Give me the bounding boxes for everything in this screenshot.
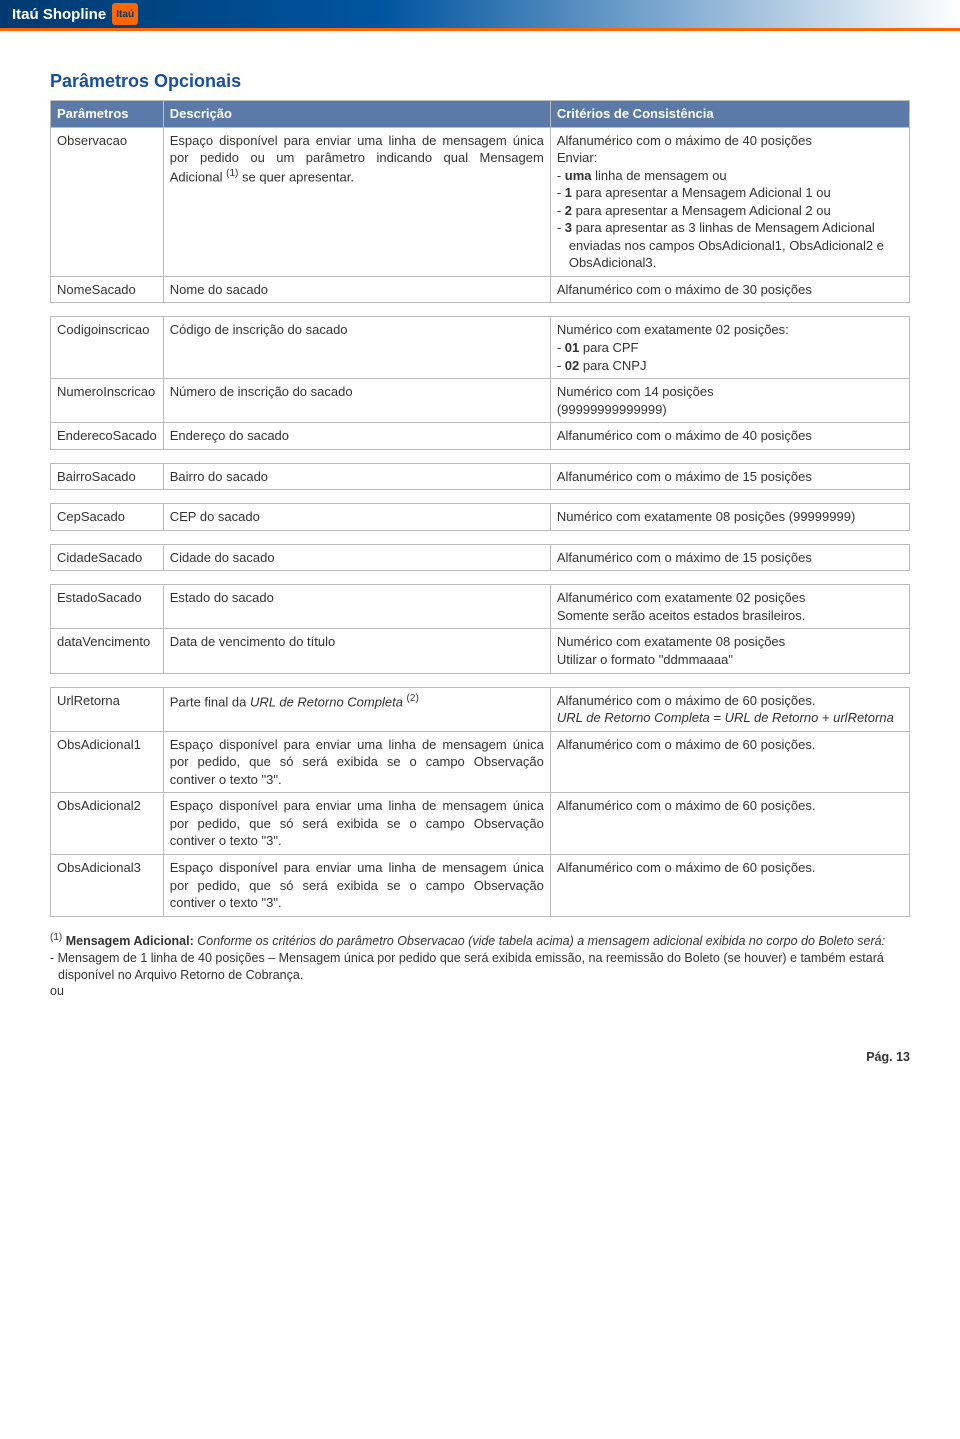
cell-param: NomeSacado bbox=[51, 276, 164, 303]
table-row: CidadeSacadoCidade do sacadoAlfanumérico… bbox=[51, 544, 910, 571]
table-body: ObservacaoEspaço disponível para enviar … bbox=[51, 127, 910, 916]
table-row: dataVencimentoData de vencimento do títu… bbox=[51, 629, 910, 673]
cell-param: UrlRetorna bbox=[51, 687, 164, 731]
cell-crit: Numérico com 14 posições(99999999999999) bbox=[550, 379, 909, 423]
table-gap-row bbox=[51, 673, 910, 687]
footnote-lead: Mensagem Adicional: bbox=[62, 934, 197, 948]
table-gap-row bbox=[51, 530, 910, 544]
cell-param: ObsAdicional2 bbox=[51, 793, 164, 855]
cell-desc: Espaço disponível para enviar uma linha … bbox=[163, 854, 550, 916]
cell-crit: Alfanumérico com o máximo de 60 posições… bbox=[550, 731, 909, 793]
cell-param: EstadoSacado bbox=[51, 585, 164, 629]
cell-desc: Cidade do sacado bbox=[163, 544, 550, 571]
cell-crit: Alfanumérico com o máximo de 40 posições bbox=[550, 423, 909, 450]
brand-logo: Itaú bbox=[112, 3, 138, 25]
cell-crit: Alfanumérico com exatamente 02 posiçõesS… bbox=[550, 585, 909, 629]
cell-desc: Espaço disponível para enviar uma linha … bbox=[163, 127, 550, 276]
table-gap-row bbox=[51, 571, 910, 585]
cell-param: ObsAdicional1 bbox=[51, 731, 164, 793]
table-header-row: Parâmetros Descrição Critérios de Consis… bbox=[51, 101, 910, 128]
section-title: Parâmetros Opcionais bbox=[50, 71, 910, 92]
cell-param: NumeroInscricao bbox=[51, 379, 164, 423]
col-header-desc: Descrição bbox=[163, 101, 550, 128]
table-row: BairroSacadoBairro do sacadoAlfanumérico… bbox=[51, 463, 910, 490]
table-row: ObservacaoEspaço disponível para enviar … bbox=[51, 127, 910, 276]
table-row: UrlRetornaParte final da URL de Retorno … bbox=[51, 687, 910, 731]
footnote-line2: - Mensagem de 1 linha de 40 posições – M… bbox=[50, 950, 910, 984]
col-header-crit: Critérios de Consistência bbox=[550, 101, 909, 128]
table-row: CepSacadoCEP do sacadoNumérico com exata… bbox=[51, 504, 910, 531]
cell-desc: Espaço disponível para enviar uma linha … bbox=[163, 793, 550, 855]
cell-crit: Numérico com exatamente 08 posiçõesUtili… bbox=[550, 629, 909, 673]
table-gap-row bbox=[51, 490, 910, 504]
page-footer: Pág. 13 bbox=[0, 1020, 960, 1084]
cell-desc: Data de vencimento do título bbox=[163, 629, 550, 673]
table-gap-row bbox=[51, 303, 910, 317]
params-table: Parâmetros Descrição Critérios de Consis… bbox=[50, 100, 910, 917]
footnote-sup: (1) bbox=[50, 932, 62, 943]
table-row: EnderecoSacadoEndereço do sacadoAlfanumé… bbox=[51, 423, 910, 450]
cell-desc: Endereço do sacado bbox=[163, 423, 550, 450]
header-bar: Itaú Shopline Itaú bbox=[0, 0, 960, 28]
cell-desc: Espaço disponível para enviar uma linha … bbox=[163, 731, 550, 793]
cell-desc: Código de inscrição do sacado bbox=[163, 317, 550, 379]
cell-param: EnderecoSacado bbox=[51, 423, 164, 450]
cell-desc: Estado do sacado bbox=[163, 585, 550, 629]
page-content: Parâmetros Opcionais Parâmetros Descriçã… bbox=[0, 31, 960, 1020]
table-gap-row bbox=[51, 449, 910, 463]
cell-param: Observacao bbox=[51, 127, 164, 276]
cell-desc: Bairro do sacado bbox=[163, 463, 550, 490]
cell-param: CidadeSacado bbox=[51, 544, 164, 571]
cell-param: Codigoinscricao bbox=[51, 317, 164, 379]
cell-param: BairroSacado bbox=[51, 463, 164, 490]
table-row: NumeroInscricaoNúmero de inscrição do sa… bbox=[51, 379, 910, 423]
cell-param: CepSacado bbox=[51, 504, 164, 531]
footnote: (1) Mensagem Adicional: Conforme os crit… bbox=[50, 931, 910, 1001]
table-row: NomeSacadoNome do sacadoAlfanumérico com… bbox=[51, 276, 910, 303]
cell-desc: Número de inscrição do sacado bbox=[163, 379, 550, 423]
cell-crit: Alfanumérico com o máximo de 40 posições… bbox=[550, 127, 909, 276]
cell-crit: Numérico com exatamente 02 posições:01 p… bbox=[550, 317, 909, 379]
table-row: EstadoSacadoEstado do sacadoAlfanumérico… bbox=[51, 585, 910, 629]
cell-desc: Nome do sacado bbox=[163, 276, 550, 303]
cell-desc: CEP do sacado bbox=[163, 504, 550, 531]
table-row: ObsAdicional1Espaço disponível para envi… bbox=[51, 731, 910, 793]
table-row: ObsAdicional2Espaço disponível para envi… bbox=[51, 793, 910, 855]
cell-crit: Numérico com exatamente 08 posições (999… bbox=[550, 504, 909, 531]
cell-crit: Alfanumérico com o máximo de 15 posições bbox=[550, 463, 909, 490]
cell-crit: Alfanumérico com o máximo de 30 posições bbox=[550, 276, 909, 303]
table-row: CodigoinscricaoCódigo de inscrição do sa… bbox=[51, 317, 910, 379]
footnote-line3: ou bbox=[50, 984, 64, 998]
cell-param: dataVencimento bbox=[51, 629, 164, 673]
cell-crit: Alfanumérico com o máximo de 60 posições… bbox=[550, 687, 909, 731]
cell-desc: Parte final da URL de Retorno Completa (… bbox=[163, 687, 550, 731]
cell-crit: Alfanumérico com o máximo de 60 posições… bbox=[550, 793, 909, 855]
table-row: ObsAdicional3Espaço disponível para envi… bbox=[51, 854, 910, 916]
col-header-param: Parâmetros bbox=[51, 101, 164, 128]
cell-param: ObsAdicional3 bbox=[51, 854, 164, 916]
cell-crit: Alfanumérico com o máximo de 60 posições… bbox=[550, 854, 909, 916]
footnote-body: Conforme os critérios do parâmetro Obser… bbox=[197, 934, 885, 948]
cell-crit: Alfanumérico com o máximo de 15 posições bbox=[550, 544, 909, 571]
brand-text: Itaú Shopline bbox=[12, 6, 106, 23]
